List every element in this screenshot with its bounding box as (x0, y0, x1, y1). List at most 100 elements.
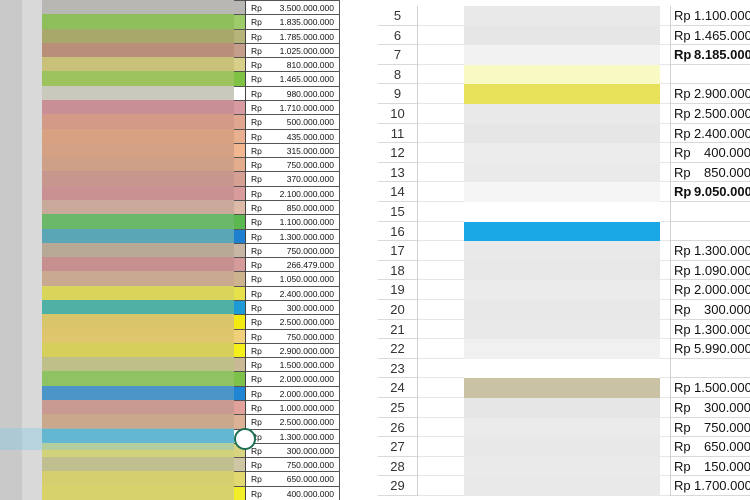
left-table-row[interactable]: Rp 1.465.000.000 (0, 71, 340, 86)
amount-cell[interactable] (692, 359, 750, 379)
left-table-row[interactable]: Rp 2.500.000.000 (0, 414, 340, 429)
amount-cell[interactable]: 300.000 (692, 398, 750, 418)
right-table-row[interactable]: 13 Rp 850.000 (378, 162, 750, 183)
amount-cell[interactable]: 1.090.000 (692, 261, 750, 281)
right-table-row[interactable]: 15 (378, 202, 750, 222)
amount-cell[interactable] (692, 65, 750, 85)
amount-cell[interactable]: 1.710.000.000 (268, 100, 340, 115)
amount-cell[interactable] (692, 202, 750, 222)
amount-cell[interactable]: 1.465.000.000 (268, 71, 340, 86)
amount-cell[interactable]: 1.300.000 (692, 241, 750, 261)
amount-cell[interactable]: 850.000 (692, 163, 750, 183)
left-table-row[interactable]: Rp 750.000.000 (0, 457, 340, 472)
left-table-row[interactable]: Rp 1.835.000.000 (0, 14, 340, 29)
amount-cell[interactable]: 435.000.000 (268, 128, 340, 143)
right-table-row[interactable]: 9 Rp 2.900.000 (378, 84, 750, 104)
amount-cell[interactable]: 1.700.000 (692, 476, 750, 496)
right-table-row[interactable]: 6 Rp 1.465.000 (378, 25, 750, 46)
right-table-row[interactable]: 20 Rp 300.000 (378, 300, 750, 320)
amount-cell[interactable]: 1.050.000.000 (268, 271, 340, 286)
amount-cell[interactable]: 2.000.000 (692, 280, 750, 300)
left-table-row[interactable]: Rp 2.000.000.000 (0, 385, 340, 400)
left-table-row[interactable]: Rp 750.000.000 (0, 328, 340, 343)
amount-cell[interactable]: 1.785.000.000 (268, 28, 340, 43)
row-number[interactable]: 17 (378, 241, 418, 261)
row-number[interactable]: 29 (378, 476, 418, 496)
amount-cell[interactable]: 2.500.000.000 (268, 314, 340, 329)
amount-cell[interactable]: 266.479.000 (268, 257, 340, 272)
row-number[interactable]: 16 (378, 221, 418, 242)
right-table-row[interactable]: 8 (378, 64, 750, 85)
amount-cell[interactable]: 850.000.000 (268, 200, 340, 215)
row-number[interactable]: 20 (378, 300, 418, 320)
amount-cell[interactable]: 150.000 (692, 457, 750, 477)
amount-cell[interactable]: 1.100.000 (692, 6, 750, 26)
amount-cell[interactable]: 750.000.000 (268, 157, 340, 172)
left-table-row[interactable]: Rp 980.000.000 (0, 85, 340, 100)
left-table-row[interactable]: Rp 3.500.000.000 (0, 0, 340, 15)
row-number[interactable]: 11 (378, 123, 418, 144)
right-table-row[interactable]: 16 (378, 221, 750, 242)
amount-cell[interactable]: 370.000.000 (268, 171, 340, 186)
row-number[interactable]: 27 (378, 437, 418, 457)
right-table-row[interactable]: 19 Rp 2.000.000 (378, 280, 750, 300)
row-number[interactable]: 6 (378, 25, 418, 46)
left-table-row[interactable]: Rp 435.000.000 (0, 128, 340, 143)
right-table-row[interactable]: 27 Rp 650.000 (378, 437, 750, 457)
row-number[interactable]: 12 (378, 143, 418, 163)
left-table-row[interactable]: Rp 266.479.000 (0, 257, 340, 272)
amount-cell[interactable]: 1.300.000.000 (268, 228, 340, 243)
left-table-row[interactable]: Rp 370.000.000 (0, 171, 340, 186)
right-table-row[interactable]: 23 (378, 358, 750, 379)
left-table-row[interactable]: Rp 650.000.000 (0, 471, 340, 486)
amount-cell[interactable]: 2.000.000.000 (268, 385, 340, 400)
amount-cell[interactable]: 1.835.000.000 (268, 14, 340, 29)
amount-cell[interactable]: 1.100.000.000 (268, 214, 340, 229)
right-table-row[interactable]: 29 Rp 1.700.000 (378, 476, 750, 496)
amount-cell[interactable]: 750.000.000 (268, 328, 340, 343)
amount-cell[interactable]: 750.000 (692, 418, 750, 438)
left-table-row[interactable]: Rp 2.400.000.000 (0, 285, 340, 300)
amount-cell[interactable]: 2.400.000 (692, 124, 750, 144)
left-table-row[interactable]: Rp 1.785.000.000 (0, 28, 340, 43)
left-table-row[interactable]: Rp 2.000.000.000 (0, 371, 340, 386)
row-number[interactable]: 5 (378, 6, 418, 26)
left-table-row[interactable]: Rp 1.025.000.000 (0, 42, 340, 58)
left-table-row[interactable]: Rp 850.000.000 (0, 200, 340, 215)
row-number[interactable]: 26 (378, 417, 418, 438)
amount-cell[interactable]: 300.000.000 (268, 442, 340, 458)
left-table-row[interactable]: Rp 1.500.000.000 (0, 357, 340, 372)
amount-cell[interactable]: 2.100.000.000 (268, 185, 340, 200)
amount-cell[interactable]: 300.000.000 (268, 300, 340, 315)
right-table-row[interactable]: 17 Rp 1.300.000 (378, 241, 750, 261)
left-table-row[interactable]: Rp 750.000.000 (0, 157, 340, 172)
amount-cell[interactable]: 1.000.000.000 (268, 400, 340, 415)
right-table-row[interactable]: 7 Rp 8.185.000 (378, 45, 750, 65)
left-table-row[interactable]: Rp 400.000.000 (0, 485, 340, 500)
amount-cell[interactable]: 1.500.000.000 (268, 357, 340, 372)
row-number[interactable]: 15 (378, 202, 418, 222)
amount-cell[interactable]: 2.000.000.000 (268, 371, 340, 386)
amount-cell[interactable]: 650.000 (692, 437, 750, 457)
amount-cell[interactable]: 2.900.000 (692, 84, 750, 104)
amount-cell[interactable]: 1.025.000.000 (268, 42, 340, 58)
left-table-row[interactable]: Rp 500.000.000 (0, 114, 340, 129)
amount-cell[interactable]: 500.000.000 (268, 114, 340, 129)
amount-cell[interactable]: 1.300.000.000 (268, 428, 340, 443)
left-table-row[interactable]: Rp 2.100.000.000 (0, 185, 340, 200)
amount-cell[interactable]: 400.000 (692, 143, 750, 163)
left-table-row[interactable]: Rp 750.000.000 (0, 242, 340, 258)
row-number[interactable]: 24 (378, 378, 418, 398)
amount-cell[interactable] (692, 222, 750, 242)
amount-cell[interactable]: 300.000 (692, 300, 750, 320)
row-number[interactable]: 14 (378, 182, 418, 202)
left-table-row[interactable]: Rp 1.000.000.000 (0, 400, 340, 415)
amount-cell[interactable]: 2.500.000.000 (268, 414, 340, 429)
right-table-row[interactable]: 25 Rp 300.000 (378, 398, 750, 418)
right-table-row[interactable]: 10 Rp 2.500.000 (378, 104, 750, 124)
amount-cell[interactable]: 400.000.000 (268, 485, 340, 500)
amount-cell[interactable]: 2.900.000.000 (268, 342, 340, 358)
row-number[interactable]: 25 (378, 398, 418, 418)
amount-cell[interactable]: 1.500.000 (692, 378, 750, 398)
left-table-row[interactable]: Rp 1.710.000.000 (0, 100, 340, 115)
